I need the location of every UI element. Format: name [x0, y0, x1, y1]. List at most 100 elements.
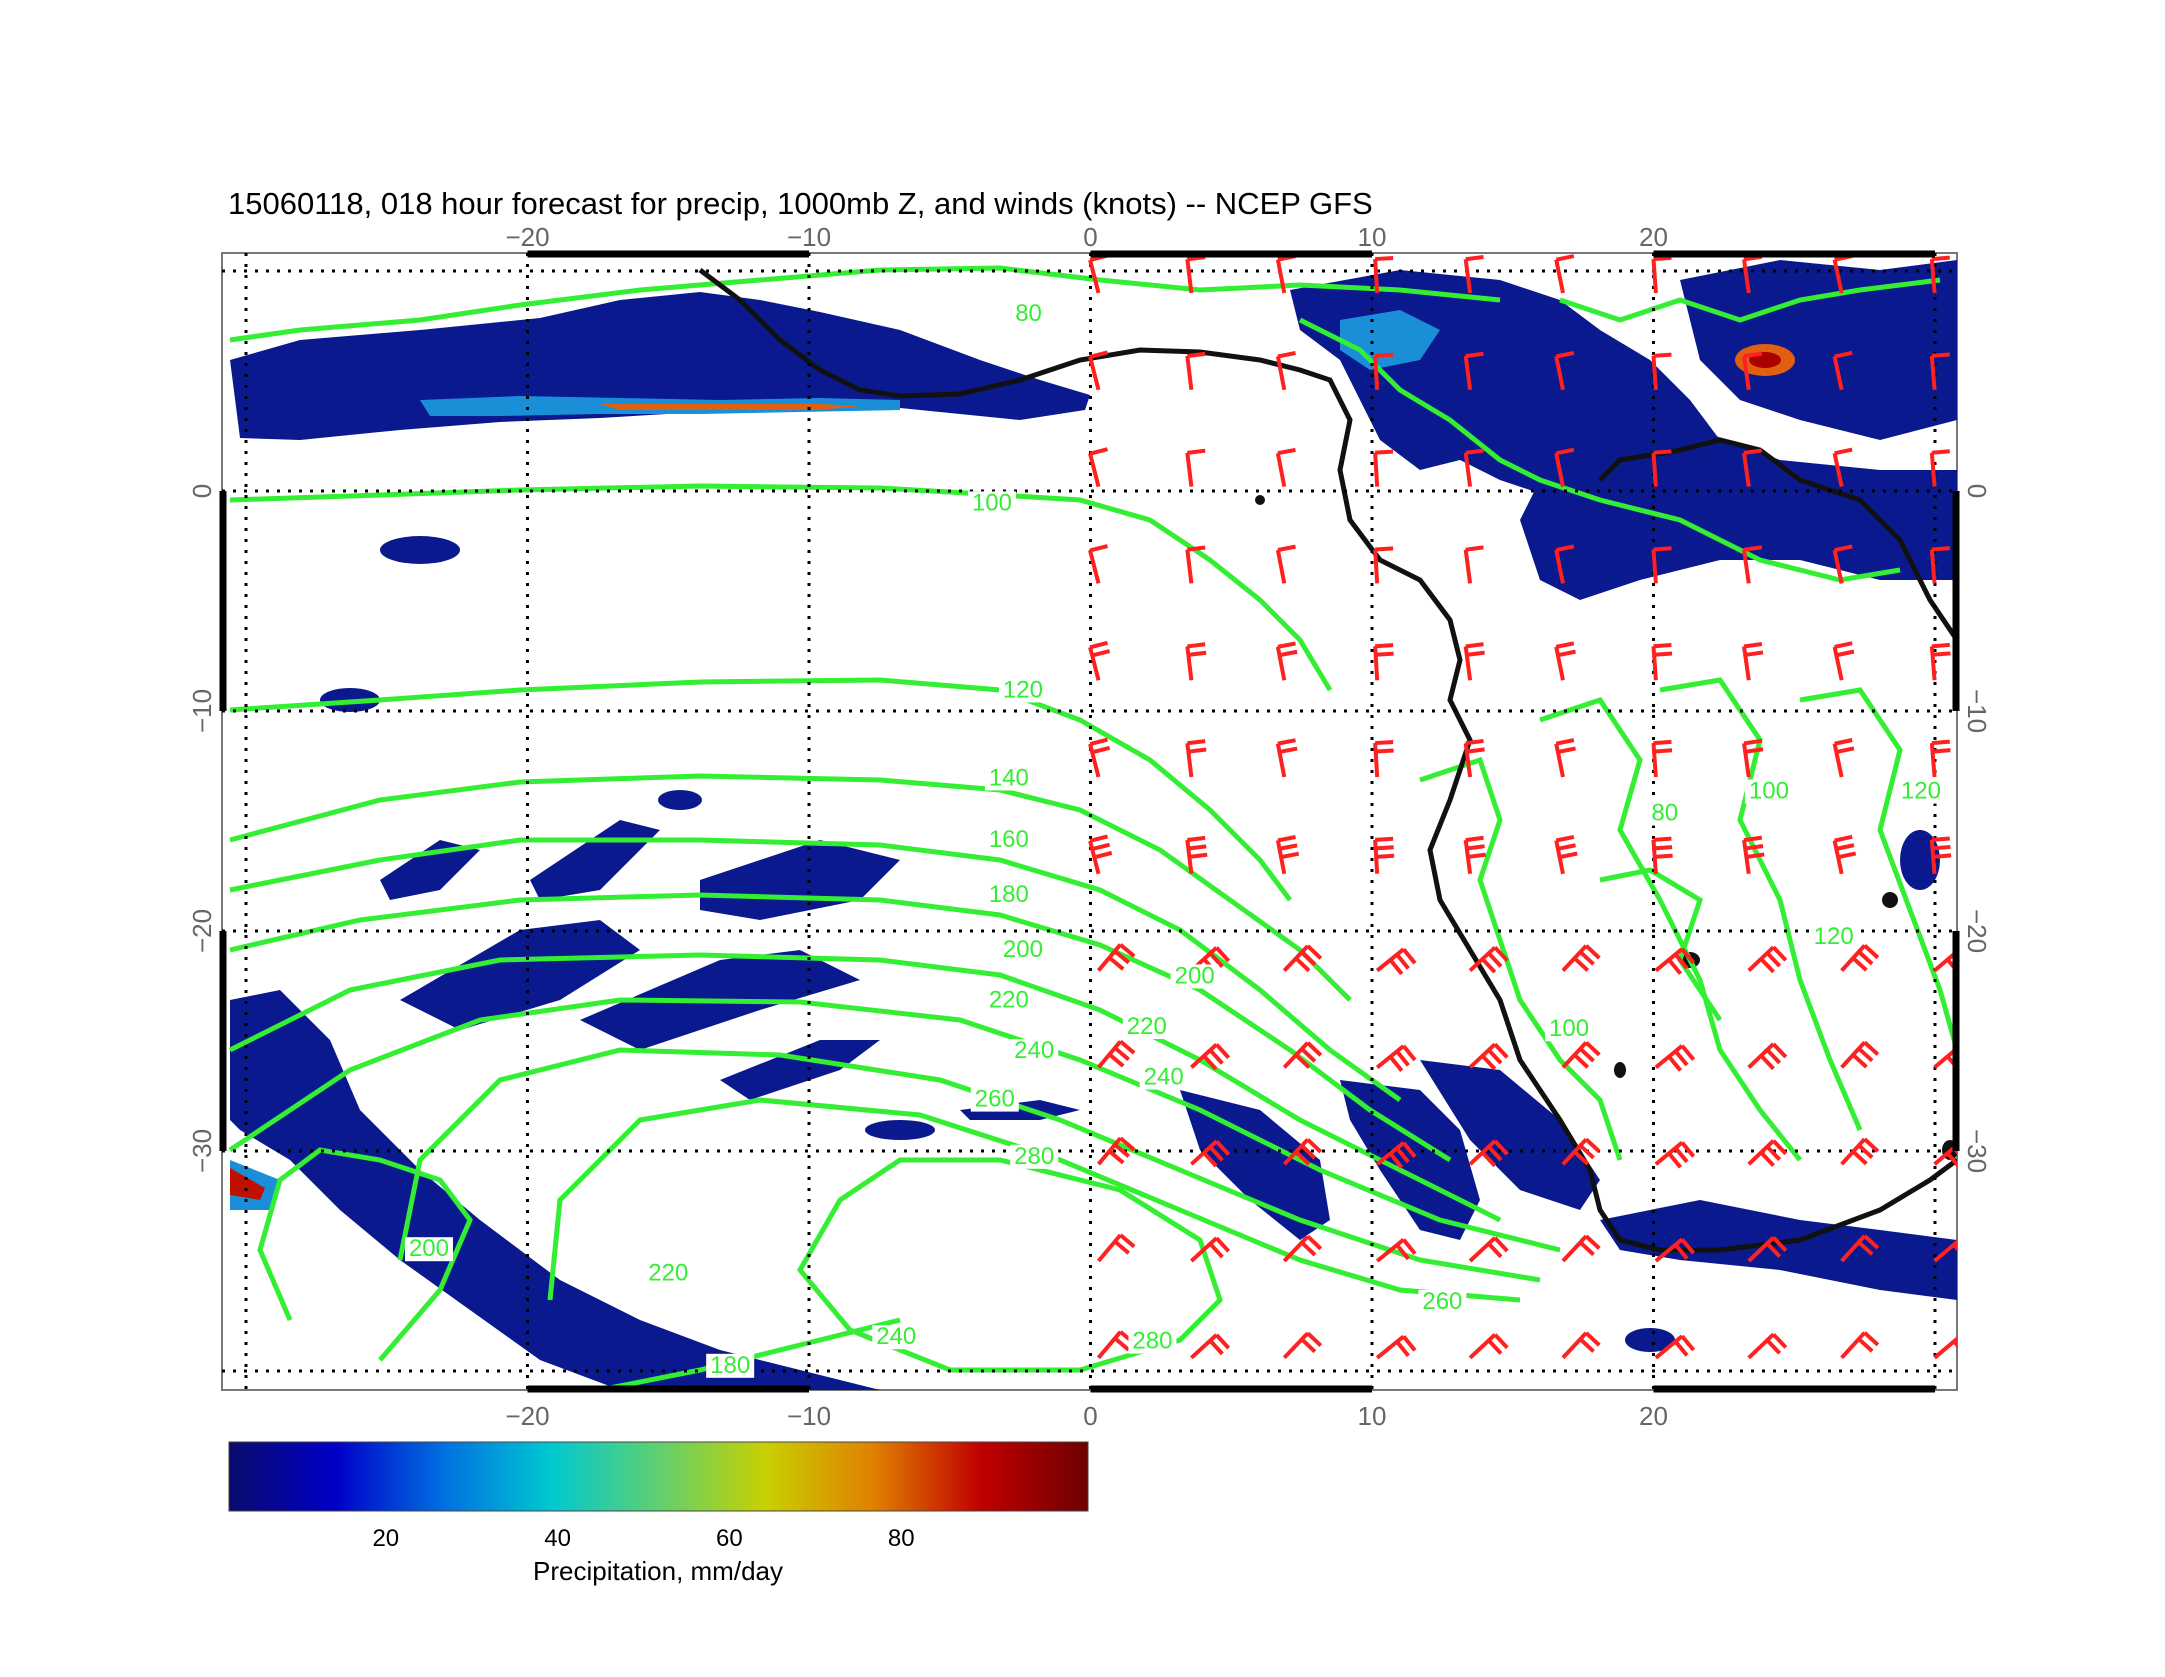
contour-200	[228, 952, 1502, 1223]
wind-barb-2	[1088, 447, 1109, 488]
precip-band-ne2	[1520, 420, 1957, 600]
contour-label-1: 120	[1003, 676, 1043, 703]
contour-africa-2	[1539, 697, 1802, 1162]
wind-barb-102	[1832, 834, 1857, 875]
lon-tick-top-2: 0	[1083, 222, 1097, 252]
wind-barb-20	[1190, 1042, 1231, 1071]
lon-tick-top-4: 20	[1639, 222, 1668, 252]
wind-barb-25	[1275, 351, 1296, 391]
wind-barb-81	[1654, 1140, 1696, 1169]
contour-label-bg-9	[1010, 1144, 1059, 1169]
wind-barb-73	[1651, 352, 1672, 390]
contour-africa-5	[1599, 867, 1723, 1022]
wind-barb-83	[1654, 1334, 1696, 1360]
wind-barb-64	[1554, 641, 1576, 681]
wind-barb-71	[1561, 1331, 1601, 1360]
precip-blob-1	[380, 536, 460, 564]
wind-barb-22	[1190, 1236, 1231, 1263]
wind-barb-92	[1747, 1042, 1788, 1071]
colorbar-label: Precipitation, mm/day	[533, 1556, 783, 1586]
wind-barb-21	[1190, 1139, 1231, 1168]
contour-260	[547, 1097, 1521, 1303]
contour-label-4: 180	[989, 881, 1029, 908]
wind-barb-104	[1840, 1040, 1880, 1069]
contour-label-2: 140	[989, 764, 1029, 791]
wind-barb-76	[1651, 643, 1673, 681]
wind-barb-17	[1185, 739, 1207, 778]
contour-label-bg-23	[1809, 924, 1858, 949]
precip-coast-3	[1420, 1060, 1600, 1210]
wind-barb-30	[1275, 835, 1300, 875]
contour-label-16: 240	[876, 1323, 916, 1350]
wind-barb-45	[1375, 1141, 1417, 1169]
lon-tick-top-0: −20	[505, 222, 549, 252]
wind-barb-61	[1554, 350, 1575, 391]
wind-barb-93	[1747, 1139, 1788, 1167]
wind-barb-70	[1561, 1234, 1601, 1263]
coast-east	[1598, 437, 1957, 642]
contour-label-bg-6	[984, 988, 1033, 1013]
wind-barb-74	[1651, 449, 1672, 487]
wind-barb-7	[1096, 943, 1136, 972]
wind-barb-109	[1929, 352, 1950, 390]
wind-barb-67	[1561, 944, 1601, 972]
wind-barb-56	[1468, 1042, 1509, 1071]
contour-240	[397, 1047, 1541, 1283]
colorbar	[228, 1441, 1089, 1512]
axis-bars	[219, 250, 1960, 1393]
wind-barb-114	[1929, 836, 1952, 874]
lon-tick-bottom-0: −20	[505, 1401, 549, 1431]
wind-barb-59	[1468, 1333, 1509, 1360]
wind-barb-26	[1275, 447, 1296, 487]
wind-barb-40	[1373, 643, 1394, 681]
lat-tick-left-3: −30	[187, 1129, 217, 1173]
wind-barb-55	[1468, 945, 1509, 974]
contour-label-bg-5	[998, 938, 1047, 962]
contour-label-0: 100	[972, 489, 1012, 516]
precip-coast-2	[1340, 1080, 1480, 1240]
contour-200-left	[257, 1147, 473, 1362]
contour-label-bg-8	[970, 1087, 1019, 1112]
wind-barb-41	[1373, 739, 1394, 778]
colorbar-tick-3: 80	[888, 1525, 915, 1552]
wind-barb-87	[1742, 545, 1763, 584]
wind-barb-66	[1554, 834, 1578, 875]
contour-label-8: 260	[975, 1086, 1015, 1113]
precip-south	[1600, 1200, 1957, 1300]
contour-africa-1	[1419, 756, 1623, 1161]
contour-label-24: 100	[1549, 1015, 1589, 1042]
wind-barb-31	[1282, 944, 1323, 973]
wind-barb-79	[1654, 947, 1696, 975]
wind-barb-65	[1554, 738, 1576, 778]
wind-barb-28	[1275, 641, 1298, 681]
contour-label-bg-24	[1545, 1017, 1594, 1042]
contour-label-bg-12	[1139, 1065, 1188, 1090]
contour-label-7: 240	[1014, 1037, 1054, 1064]
contour-africa-4	[1799, 687, 1957, 1051]
lat-tick-left-1: −10	[187, 689, 217, 733]
wind-barb-46	[1375, 1238, 1417, 1263]
lat-tick-right-1: −10	[1962, 689, 1992, 733]
wind-barb-85	[1742, 351, 1763, 391]
wind-barb-15	[1185, 545, 1206, 584]
lon-tick-top-3: 10	[1358, 222, 1387, 252]
wind-barb-43	[1375, 947, 1417, 976]
lat-tick-left-2: −20	[187, 909, 217, 953]
wind-barb-27	[1275, 544, 1296, 584]
precip-streak-6	[720, 1040, 880, 1100]
wind-barbs	[1088, 253, 1957, 1360]
wind-barb-50	[1463, 448, 1484, 487]
contour-label-13: 280	[1132, 1328, 1172, 1355]
wind-barb-58	[1468, 1236, 1509, 1263]
wind-barb-119	[1933, 1336, 1957, 1360]
wind-barb-75	[1651, 546, 1672, 584]
contour-label-bg-11	[1122, 1015, 1171, 1039]
wind-barb-53	[1463, 738, 1485, 778]
contour-ne-wiggle	[1298, 317, 1901, 583]
contour-label-bg-18	[404, 1237, 453, 1262]
contour-100	[229, 483, 1333, 692]
wind-barb-37	[1373, 352, 1394, 390]
wind-barb-23	[1190, 1333, 1231, 1360]
